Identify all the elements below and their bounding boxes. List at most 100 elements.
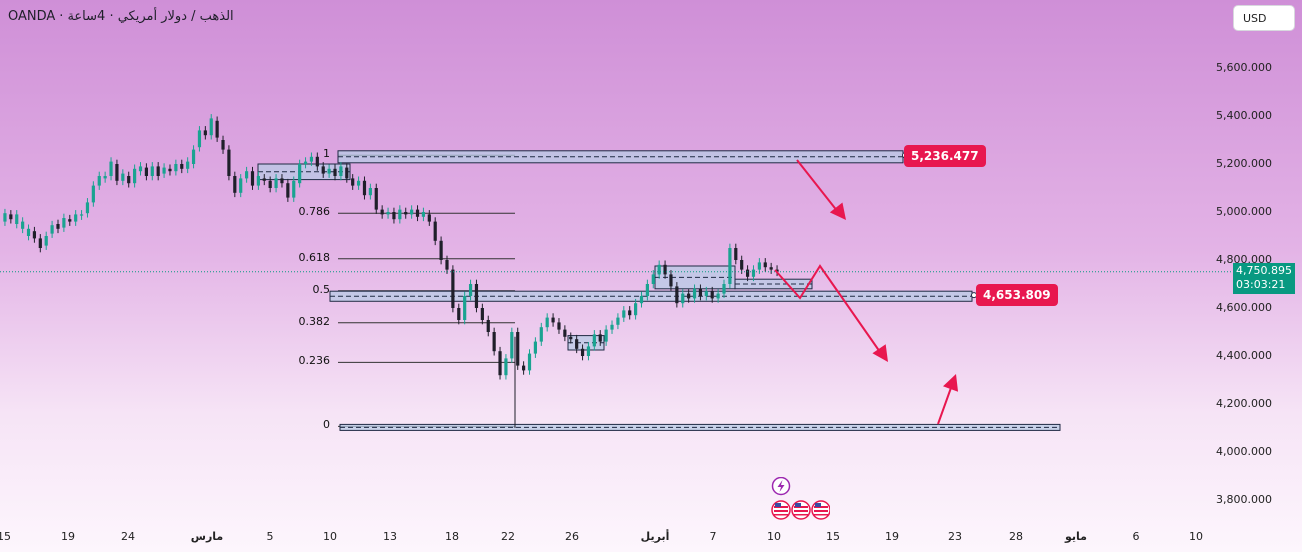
economic-events[interactable] [770,477,830,525]
candle-body [250,171,255,186]
candle-body [575,339,579,349]
candle-body [203,130,207,136]
candle-body [616,317,620,325]
fib-level-label: 0.236 [298,354,331,368]
candle-body [50,225,54,234]
candle-body [457,308,461,320]
candle-body [386,212,390,215]
candle-body [545,317,549,328]
currency-button[interactable]: USD [1233,5,1295,31]
us-flag-icon [791,500,811,520]
candle-body [298,164,302,184]
candle-body [527,353,532,371]
fib-level-label: 0.786 [298,205,331,219]
time-tick-label: 10 [767,530,781,543]
arrow-up-bottom [937,384,953,425]
candle-body [144,167,149,176]
arrow-head-upper [829,202,846,220]
arrow-zigzag-down [774,264,881,353]
candle-body [162,167,166,174]
candle-body [374,188,378,210]
price-tick-label: 4,600.000 [1216,301,1272,314]
fib-level-label: 0.382 [298,314,331,328]
candle-body [522,365,526,371]
candle-body [32,231,37,239]
price-tick-label: 4,400.000 [1216,349,1272,362]
candle-body [722,284,726,294]
candle-body [191,149,196,164]
candle-body [669,274,673,287]
candle-body [256,176,260,186]
candle-body [227,149,231,176]
candle-body [681,293,685,304]
candle-body [651,274,655,284]
candle-body [345,167,349,179]
candle-body [563,329,567,337]
candle-body [492,332,496,352]
candle-body [97,176,101,186]
candle-body [421,212,426,217]
candle-body [451,269,455,308]
candle-body [757,262,761,270]
candle-body [68,219,72,222]
candle-body [274,178,278,188]
time-tick-label: أبريل [640,530,670,543]
arrow-down-upper [796,159,839,213]
candle-body [150,166,154,176]
candle-body [439,240,443,260]
candle-body [498,351,502,376]
candle-body [327,168,331,174]
candle-body [763,262,767,268]
us-flag-icon [771,500,791,520]
candle-body [362,180,367,196]
price-tick-label: 5,400.000 [1216,109,1272,122]
fib-level-label: 1 [323,147,330,161]
candle-body [698,288,703,296]
lower-target-tag[interactable]: 4,653.809 [976,284,1058,306]
price-tick-label: 5,000.000 [1216,205,1272,218]
time-tick-label: 19 [61,530,75,543]
candle-body [233,176,237,193]
time-tick-label: 26 [565,530,579,543]
candle-body [109,161,113,176]
candle-body [333,168,337,176]
candle-body [74,214,78,222]
candle-body [121,173,125,181]
candle-body [404,212,408,215]
fib-level-label: 0.618 [298,250,331,264]
candle-body [516,332,520,366]
candle-body [62,218,66,228]
candle-body [751,269,756,277]
candle-body [463,296,467,320]
candle-body [445,260,449,270]
candle-body [321,166,325,174]
candle-body [91,185,95,203]
candle-body [628,310,632,316]
candle-body [610,324,614,330]
candle-body [133,168,137,184]
candle-body [657,264,661,275]
time-tick-label: 10 [1189,530,1203,543]
candle-body [557,322,561,330]
candle-body [716,293,720,299]
time-tick-label: 15 [826,530,840,543]
candle-body [127,176,131,184]
candle-body [622,310,626,318]
candle-body [79,214,84,216]
candle-body [26,228,31,236]
time-tick-label: 24 [121,530,135,543]
candle-body [186,161,190,169]
candle-body [633,303,638,316]
candle-body [138,166,143,172]
us-flag-icon [811,500,830,520]
candle-body [704,291,708,296]
time-tick-label: 7 [709,530,717,543]
candle-body [38,238,42,248]
time-tick-label: مارس [190,530,224,543]
upper-target-tag[interactable]: 5,236.477 [904,145,986,167]
candle-body [15,214,19,224]
candle-body [56,224,60,229]
candle-body [410,209,414,215]
